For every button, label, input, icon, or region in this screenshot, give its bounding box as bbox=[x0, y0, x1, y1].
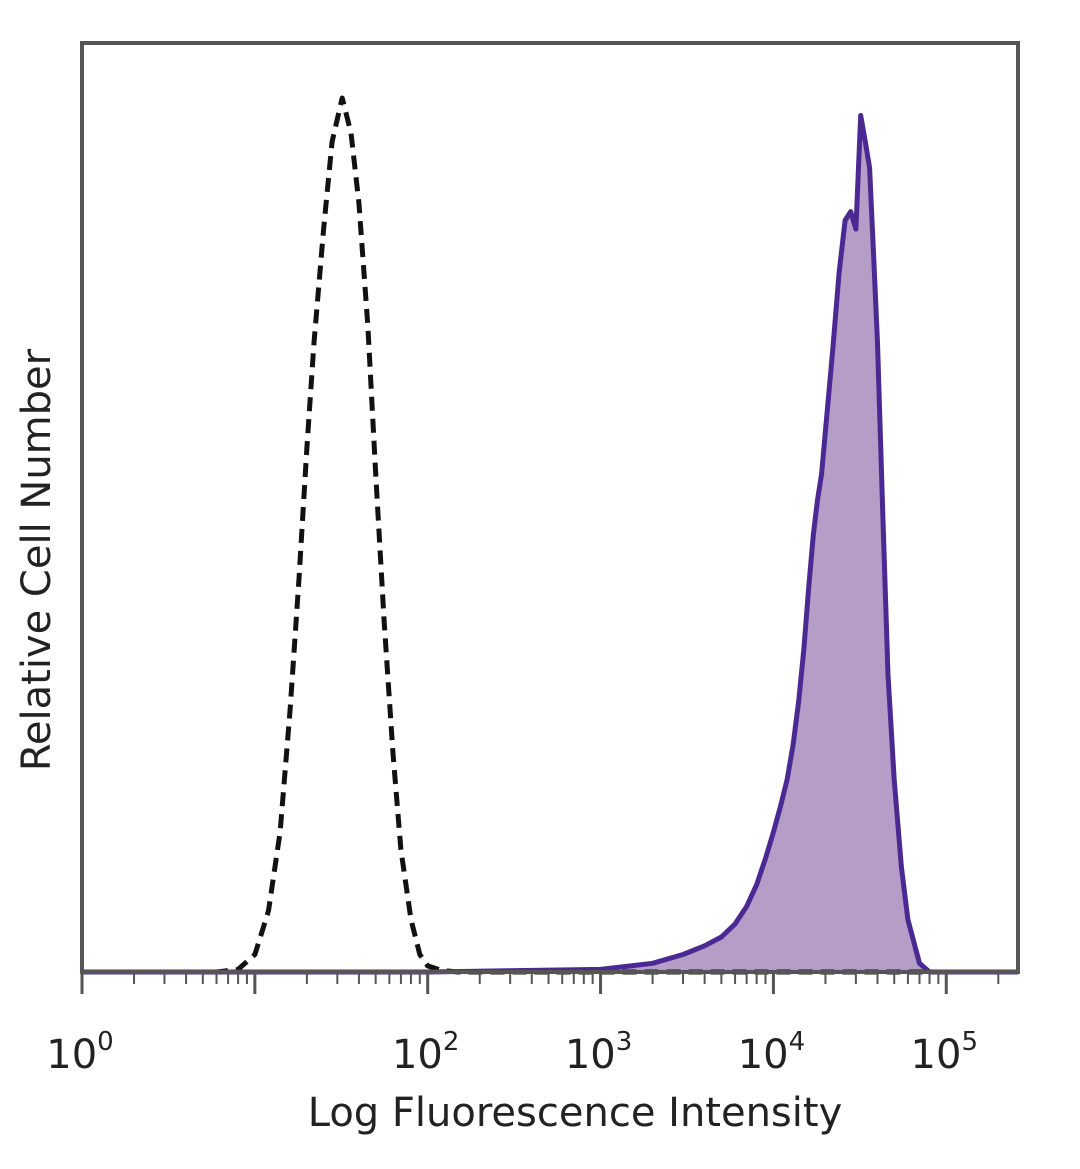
x-tick-label-exponent: 5 bbox=[961, 1027, 978, 1057]
x-tick-label-exponent: 0 bbox=[97, 1027, 114, 1057]
x-tick-label-base: 10 bbox=[738, 1032, 789, 1078]
x-tick-label-exponent: 2 bbox=[443, 1027, 460, 1057]
x-axis-ticks bbox=[80, 972, 1000, 994]
x-tick-label-base: 10 bbox=[565, 1032, 616, 1078]
x-axis-tick-labels: 100 102 103 104 105 bbox=[46, 1027, 978, 1078]
x-tick-label-base: 10 bbox=[392, 1032, 443, 1078]
x-tick-label-exponent: 3 bbox=[616, 1027, 633, 1057]
x-tick-label: 105 bbox=[911, 1027, 978, 1078]
plot-frame bbox=[80, 41, 1020, 974]
plot-area bbox=[80, 41, 1020, 975]
x-tick-label: 100 bbox=[46, 1027, 113, 1078]
x-tick-label-base: 10 bbox=[46, 1032, 97, 1078]
stained-histogram-fill bbox=[82, 115, 1018, 972]
x-axis-label: Log Fluorescence Intensity bbox=[308, 1090, 843, 1136]
x-tick-label: 103 bbox=[565, 1027, 632, 1078]
y-axis-label: Relative Cell Number bbox=[14, 348, 60, 771]
x-tick-label: 102 bbox=[392, 1027, 459, 1078]
x-tick-label-base: 10 bbox=[911, 1032, 962, 1078]
x-tick-label-exponent: 4 bbox=[789, 1027, 806, 1057]
stained-histogram-line bbox=[82, 113, 1018, 975]
x-tick-label: 104 bbox=[738, 1027, 805, 1078]
